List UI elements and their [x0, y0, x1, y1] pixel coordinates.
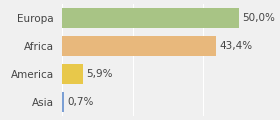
Bar: [62, 36, 216, 56]
Text: 0,7%: 0,7%: [68, 97, 94, 107]
Bar: [62, 92, 64, 112]
Text: 43,4%: 43,4%: [219, 41, 252, 51]
Text: 5,9%: 5,9%: [86, 69, 113, 79]
Bar: [62, 64, 83, 84]
Text: 50,0%: 50,0%: [242, 13, 275, 23]
Bar: [62, 8, 239, 28]
